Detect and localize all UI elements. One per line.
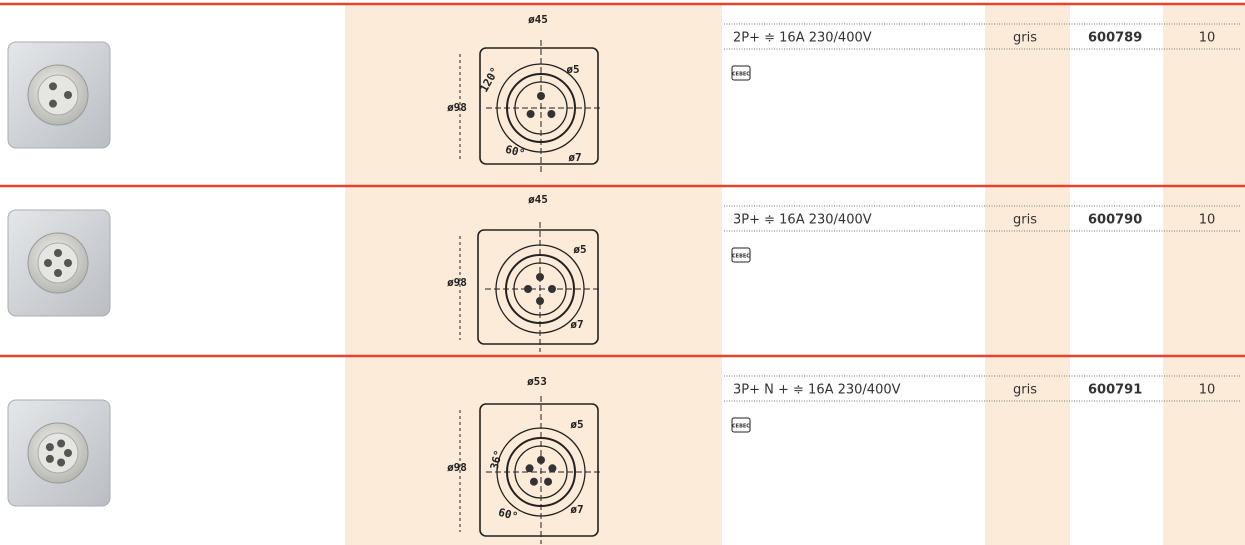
cert-logo [731, 417, 751, 433]
drawing-pin [544, 477, 553, 486]
drawing-pin [547, 110, 556, 118]
cert-logo [731, 65, 751, 81]
quantity: 10 [1199, 383, 1216, 398]
drawing-label: ø98 [447, 101, 467, 114]
socket-hole [57, 458, 66, 467]
drawing-pin [526, 110, 535, 118]
socket-inner [37, 242, 79, 284]
quantity: 10 [1199, 31, 1216, 46]
socket-hole [64, 91, 72, 99]
drawing-label: 60° [504, 143, 527, 161]
qty-column [1163, 4, 1245, 545]
drawing-label: ø7 [570, 318, 583, 331]
socket-hole [44, 259, 52, 267]
drawing-label: ø7 [568, 151, 581, 164]
drawing-label: ø5 [573, 243, 586, 256]
drawing-pin [536, 273, 544, 281]
drawing-pin [537, 456, 545, 464]
socket-hole [54, 269, 62, 277]
socket-hole [45, 443, 54, 452]
drawing-pin [548, 285, 556, 293]
socket-hole [57, 439, 66, 448]
quantity: 10 [1199, 213, 1216, 228]
drawing-label: ø98 [447, 461, 467, 474]
socket-hole [49, 82, 57, 91]
drawing-plate [479, 403, 599, 537]
cert-logo-text: CEBEC [732, 254, 750, 260]
drawing-label: 60° [497, 506, 520, 524]
socket-inner [37, 74, 79, 116]
drawing-pin [525, 464, 534, 473]
cert-logo [731, 247, 751, 263]
socket-hole [49, 99, 57, 108]
color-column [985, 4, 1070, 545]
product-row: ø45 ø5 ø98 ø7 3P+ ≑ 16A 230/400V gris 600790 10… [0, 184, 1245, 352]
drawing-label: 36° [488, 449, 506, 472]
socket-inner [37, 432, 79, 474]
socket-hole [64, 449, 72, 457]
drawing-label: ø45 [528, 193, 548, 206]
spec: 2P+ ≑ 16A 230/400V [733, 31, 872, 46]
drawing-label: ø53 [527, 375, 547, 388]
drawing-pin [524, 285, 532, 293]
drawing-label: ø98 [447, 276, 467, 289]
color: gris [1013, 213, 1037, 228]
spec: 3P+ ≑ 16A 230/400V [733, 213, 872, 228]
reference: 600789 [1088, 31, 1142, 46]
drawing-plate [479, 47, 599, 165]
drawing-label: ø5 [570, 418, 583, 431]
socket-hole [54, 249, 62, 257]
drawing-pin [529, 477, 538, 486]
color: gris [1013, 31, 1037, 46]
drawing-plate [477, 229, 599, 345]
cert-logo-text: CEBEC [732, 424, 750, 430]
drawing-pin [548, 464, 557, 473]
product-row: ø53 ø5 36° ø98 60° ø7 3P+ N + ≑ 16A 230/400V gr… [0, 354, 1245, 544]
socket-hole [45, 454, 54, 463]
reference: 600790 [1088, 213, 1142, 228]
socket-hole [64, 259, 72, 267]
spec: 3P+ N + ≑ 16A 230/400V [733, 383, 901, 398]
drawing-label: ø7 [570, 503, 583, 516]
drawing-label: ø45 [528, 13, 548, 26]
color: gris [1013, 383, 1037, 398]
reference: 600791 [1088, 383, 1142, 398]
drawing-pin [537, 92, 545, 100]
drawing-pin [536, 297, 544, 305]
drawing-column [345, 4, 722, 545]
cert-logo-text: CEBEC [732, 72, 750, 78]
drawing-label: ø5 [566, 63, 579, 76]
